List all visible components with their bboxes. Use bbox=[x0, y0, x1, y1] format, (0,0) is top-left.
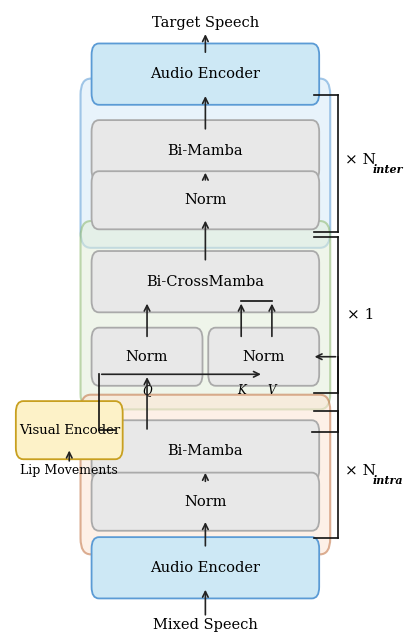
Text: Bi-CrossMamba: Bi-CrossMamba bbox=[146, 275, 265, 289]
FancyBboxPatch shape bbox=[91, 537, 319, 598]
Text: Bi-Mamba: Bi-Mamba bbox=[168, 144, 243, 158]
FancyBboxPatch shape bbox=[208, 328, 319, 386]
FancyBboxPatch shape bbox=[91, 328, 203, 386]
Text: Target Speech: Target Speech bbox=[152, 16, 259, 30]
Text: intra: intra bbox=[372, 476, 403, 486]
FancyBboxPatch shape bbox=[91, 120, 319, 181]
Text: Lip Movements: Lip Movements bbox=[20, 463, 118, 477]
Text: × N: × N bbox=[344, 153, 375, 167]
Text: inter: inter bbox=[372, 164, 403, 175]
Text: Norm: Norm bbox=[184, 193, 227, 207]
FancyBboxPatch shape bbox=[80, 395, 330, 554]
Text: Mixed Speech: Mixed Speech bbox=[153, 618, 258, 632]
Text: Bi-Mamba: Bi-Mamba bbox=[168, 444, 243, 458]
Text: Norm: Norm bbox=[126, 349, 168, 364]
Text: × N: × N bbox=[344, 465, 375, 478]
Text: Visual Encoder: Visual Encoder bbox=[19, 424, 120, 436]
FancyBboxPatch shape bbox=[91, 172, 319, 229]
FancyBboxPatch shape bbox=[91, 420, 319, 481]
Text: × 1: × 1 bbox=[346, 308, 374, 322]
Text: Q: Q bbox=[142, 384, 152, 397]
Text: Audio Encoder: Audio Encoder bbox=[150, 561, 260, 575]
Text: V: V bbox=[268, 384, 276, 397]
FancyBboxPatch shape bbox=[16, 401, 123, 460]
FancyBboxPatch shape bbox=[91, 44, 319, 105]
Text: Norm: Norm bbox=[242, 349, 285, 364]
Text: K: K bbox=[237, 384, 246, 397]
Text: Norm: Norm bbox=[184, 495, 227, 509]
FancyBboxPatch shape bbox=[80, 79, 330, 248]
FancyBboxPatch shape bbox=[80, 221, 330, 410]
FancyBboxPatch shape bbox=[91, 472, 319, 531]
Text: Audio Encoder: Audio Encoder bbox=[150, 67, 260, 81]
FancyBboxPatch shape bbox=[91, 251, 319, 312]
